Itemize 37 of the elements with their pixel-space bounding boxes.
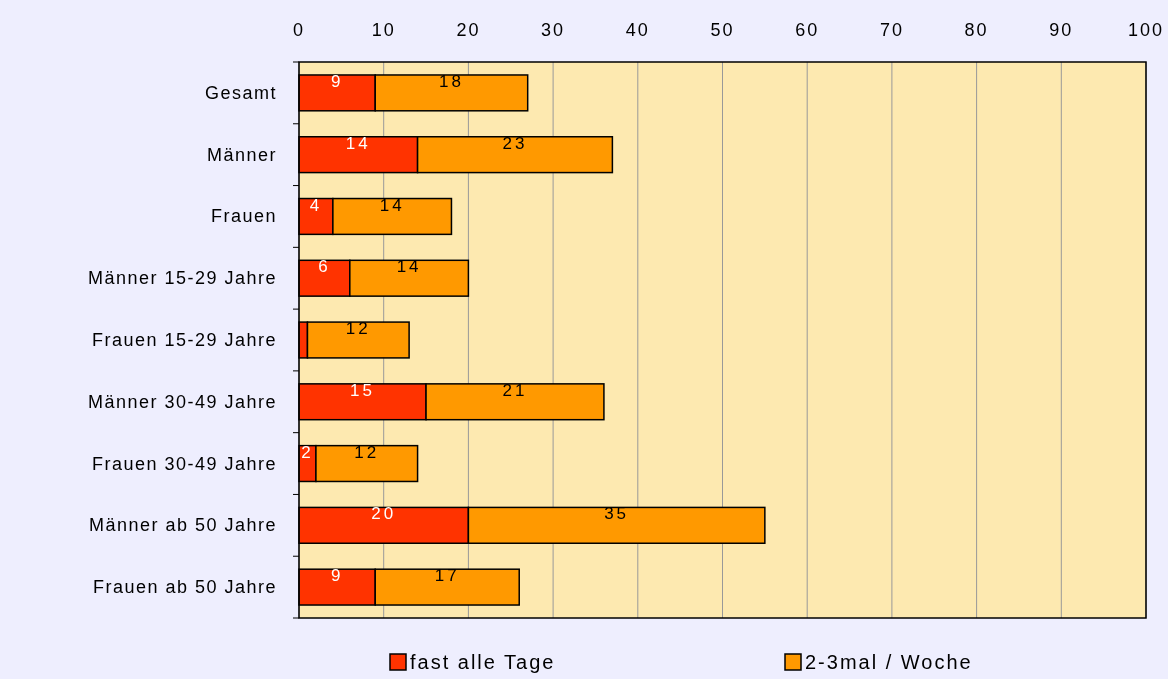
data-label: 14 [345, 133, 371, 153]
y-tick-label: Frauen ab 50 Jahre [92, 577, 277, 598]
y-tick-label: Männer [206, 144, 277, 165]
x-tick-label: 40 [625, 20, 650, 40]
y-tick-label: Männer 15-29 Jahre [87, 268, 277, 289]
x-tick-label: 20 [456, 20, 481, 40]
data-label: 20 [371, 504, 397, 524]
data-label: 21 [502, 380, 528, 400]
y-tick-label: Gesamt [204, 82, 277, 103]
x-tick-label: 100 [1127, 20, 1165, 40]
y-tick-label: Frauen 15-29 Jahre [91, 330, 277, 350]
data-label: 14 [379, 195, 405, 215]
y-tick-label: Frauen 30-49 Jahre [91, 453, 277, 474]
data-label: 9 [330, 71, 344, 91]
x-tick-label: 30 [541, 20, 566, 40]
y-tick-label: Frauen [210, 206, 277, 227]
x-tick-label: 60 [795, 20, 820, 40]
data-label: 15 [350, 380, 375, 400]
data-label: 2 [301, 442, 314, 462]
data-label: 17 [434, 566, 460, 586]
data-label: 9 [330, 566, 344, 586]
legend-label: fast alle Tage [410, 651, 556, 673]
x-tick-label: 0 [292, 20, 306, 40]
data-label: 12 [345, 319, 371, 339]
data-label: 4 [309, 195, 323, 215]
x-tick-label: 80 [964, 20, 989, 40]
x-tick-label: 90 [1049, 20, 1074, 40]
y-tick-label: Männer 30-49 Jahre [87, 391, 277, 412]
legend-label: 2-3mal / Woche [805, 651, 973, 673]
x-tick-label: 10 [371, 20, 396, 40]
x-tick-label: 50 [710, 20, 735, 40]
x-tick-label: 70 [879, 20, 904, 40]
data-label: 12 [354, 442, 380, 462]
data-label: 6 [318, 257, 331, 277]
data-label: 18 [439, 71, 464, 91]
data-label: 23 [502, 133, 528, 153]
y-tick-label: Männer ab 50 Jahre [88, 515, 277, 536]
